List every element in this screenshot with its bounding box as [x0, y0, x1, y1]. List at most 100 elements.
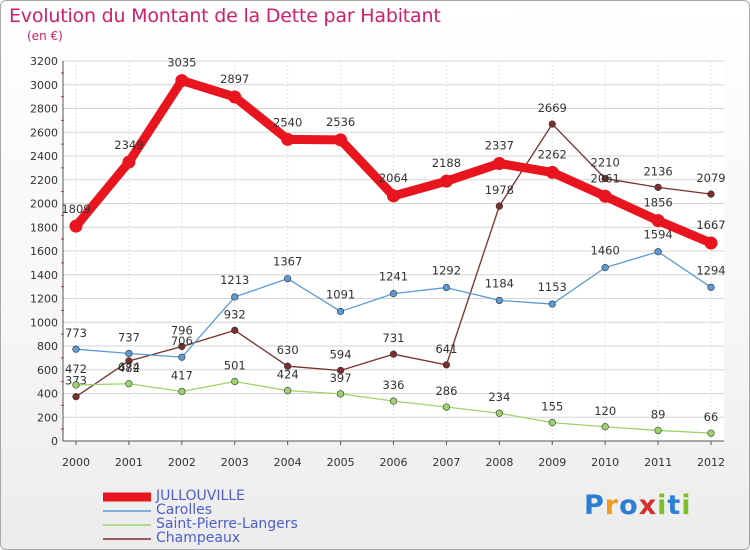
x-tick-label: 2004 — [274, 456, 302, 469]
legend-label: Saint-Pierre-Langers — [156, 516, 298, 532]
data-point — [495, 202, 503, 210]
y-tick-label: 1400 — [30, 269, 58, 282]
data-label: 1213 — [220, 273, 249, 287]
logo-letter: i — [681, 490, 692, 521]
x-tick-label: 2009 — [538, 456, 566, 469]
data-point — [548, 418, 556, 427]
data-point — [707, 190, 715, 198]
data-label: 2079 — [696, 171, 725, 185]
chart-subtitle: (en €) — [27, 29, 63, 43]
data-point — [284, 362, 292, 370]
legend-label: Champeaux — [156, 530, 241, 546]
data-label: 2349 — [114, 138, 143, 152]
data-point — [387, 189, 400, 203]
data-point — [601, 264, 609, 272]
data-point — [231, 326, 239, 334]
data-label: 89 — [651, 407, 666, 421]
x-tick-label: 2005 — [327, 456, 355, 469]
y-tick-label: 1600 — [30, 245, 58, 258]
data-label: 1294 — [696, 263, 725, 277]
data-point — [442, 403, 451, 411]
data-label: 234 — [488, 390, 510, 404]
data-point — [707, 283, 715, 291]
data-point — [654, 248, 662, 256]
data-label: 336 — [383, 378, 405, 392]
logo-letter: P — [584, 490, 605, 521]
data-label: 1667 — [696, 218, 725, 232]
data-label: 796 — [171, 323, 193, 337]
data-label: 630 — [277, 343, 299, 357]
y-tick-label: 2200 — [30, 174, 58, 187]
data-point — [439, 174, 453, 188]
data-point — [284, 387, 292, 395]
y-tick-label: 2600 — [30, 126, 58, 139]
data-label: 2064 — [379, 171, 408, 185]
data-label: 1241 — [379, 270, 408, 284]
y-tick-label: 2800 — [30, 103, 58, 116]
data-label: 482 — [118, 361, 140, 375]
data-point — [389, 397, 398, 405]
data-label: 1978 — [485, 183, 514, 197]
data-point — [336, 390, 345, 398]
data-point — [178, 342, 186, 351]
y-tick-label: 400 — [37, 388, 58, 401]
data-point — [72, 381, 80, 389]
data-point — [442, 283, 451, 292]
data-point — [231, 377, 239, 386]
data-label: 731 — [383, 331, 405, 345]
data-label: 2536 — [326, 115, 355, 129]
data-point — [598, 189, 612, 203]
data-label: 1809 — [61, 202, 90, 216]
data-point — [654, 183, 662, 191]
x-tick-label: 2003 — [221, 456, 249, 469]
x-tick-label: 2007 — [432, 456, 460, 469]
y-tick-label: 600 — [37, 364, 58, 377]
y-tick-label: 1200 — [30, 293, 58, 306]
logo-letter: o — [619, 490, 639, 521]
data-label: 1367 — [273, 255, 302, 269]
y-tick-label: 1800 — [30, 221, 58, 234]
data-label: 1091 — [326, 287, 355, 301]
data-point — [495, 296, 503, 305]
data-point — [651, 214, 665, 228]
logo-letter: t — [667, 490, 682, 521]
data-point — [492, 156, 506, 170]
data-label: 1292 — [432, 264, 461, 278]
data-label: 120 — [594, 404, 616, 418]
x-tick-label: 2000 — [62, 456, 90, 469]
data-label: 397 — [330, 371, 352, 385]
data-point — [281, 132, 295, 146]
data-label: 2897 — [220, 72, 249, 86]
y-tick-label: 2400 — [30, 150, 58, 163]
x-tick-label: 2012 — [697, 456, 725, 469]
data-label: 1460 — [591, 244, 620, 258]
data-point — [284, 275, 292, 283]
data-point — [707, 429, 715, 437]
x-tick-label: 2002 — [168, 456, 196, 469]
data-point — [495, 409, 503, 417]
data-label: 594 — [330, 347, 352, 361]
data-point — [72, 345, 80, 353]
data-point — [125, 380, 133, 388]
data-point — [389, 350, 398, 358]
y-tick-label: 200 — [37, 411, 58, 424]
data-point — [178, 353, 186, 361]
data-label: 773 — [65, 326, 87, 340]
x-tick-label: 2011 — [644, 456, 672, 469]
y-tick-label: 3000 — [30, 79, 58, 92]
data-point — [389, 290, 398, 298]
y-tick-label: 1000 — [30, 316, 58, 329]
data-label: 2188 — [432, 156, 461, 170]
data-point — [125, 349, 133, 358]
y-tick-label: 2000 — [30, 198, 58, 211]
x-tick-label: 2008 — [485, 456, 513, 469]
data-label: 2540 — [273, 115, 302, 129]
data-point — [334, 133, 348, 147]
data-point — [548, 300, 556, 308]
data-point — [228, 90, 242, 104]
data-label: 2061 — [591, 171, 620, 185]
data-label: 1184 — [485, 276, 514, 290]
logo-letter: i — [657, 490, 668, 521]
